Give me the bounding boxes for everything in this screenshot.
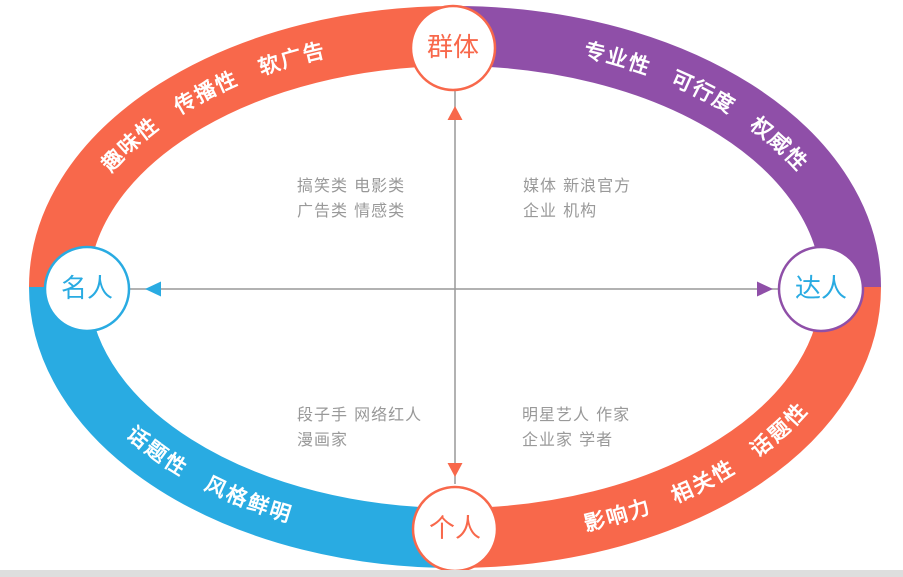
node-top-circle [409,4,497,92]
node-top-label: 群体 [427,33,479,63]
arrowhead-up-icon [447,106,463,120]
node-right-circle [777,245,865,333]
node-left: 名人 [43,245,131,333]
node-left-label: 名人 [61,274,113,304]
node-right: 达人 [777,245,865,333]
arrowhead-down-icon [447,463,463,477]
node-bottom-label: 个人 [429,514,481,544]
node-left-circle [43,245,131,333]
quadrant-top-left-line2: 广告类 情感类 [297,201,405,220]
node-right-label: 达人 [795,274,847,304]
node-top: 群体 [409,4,497,92]
bottom-divider [0,570,903,577]
quadrant-top-right-line2: 企业 机构 [523,201,597,220]
node-bottom: 个人 [411,485,499,573]
quadrant-top-left-line1: 搞笑类 电影类 [297,176,405,195]
arrowhead-left-icon [145,281,161,297]
quadrant-bottom-left-line1: 段子手 网络红人 [297,405,422,424]
quadrant-bottom-right-line1: 明星艺人 作家 [522,405,630,424]
quadrant-bottom-left-line2: 漫画家 [297,430,348,449]
quadrant-labels: 搞笑类 电影类 广告类 情感类 媒体 新浪官方 企业 机构 段子手 网络红人 漫… [297,176,631,449]
axes [130,91,778,484]
quadrant-bottom-right-line2: 企业家 学者 [522,430,613,449]
arrowhead-right-icon [757,281,773,297]
quadrant-top-right-line1: 媒体 新浪官方 [523,176,631,195]
